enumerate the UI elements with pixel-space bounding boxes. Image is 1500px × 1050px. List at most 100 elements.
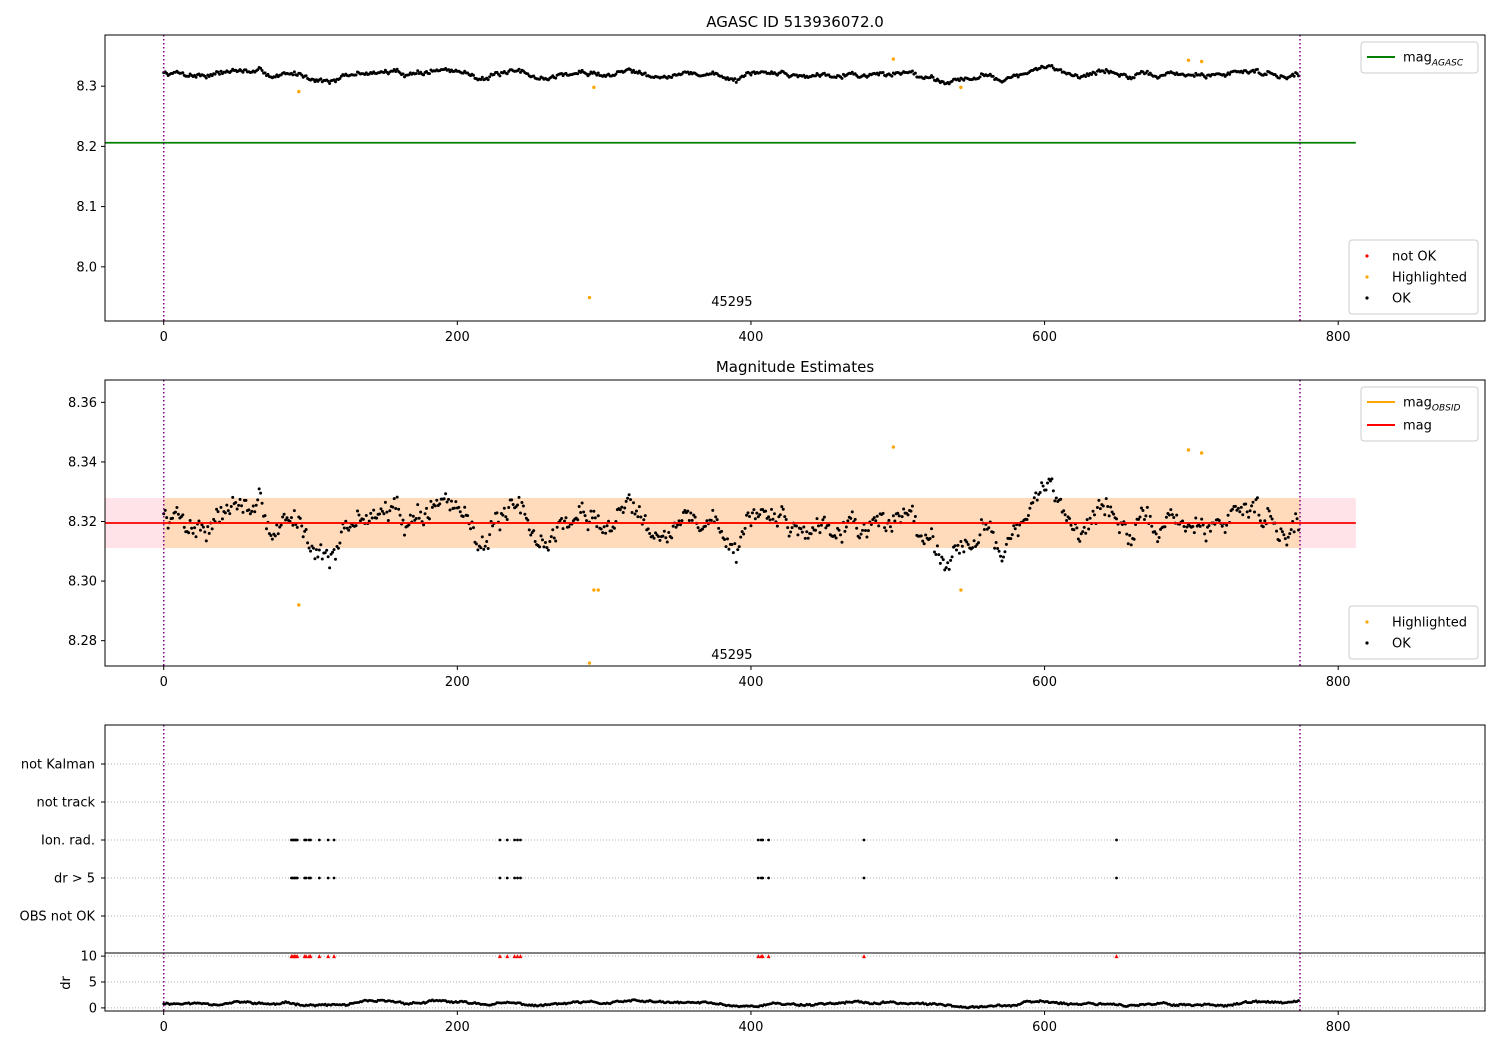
- ok-point: [314, 548, 318, 552]
- ok-point: [1098, 507, 1102, 511]
- ok-point: [307, 546, 311, 550]
- ok-point: [1126, 542, 1130, 546]
- ok-point: [1141, 508, 1145, 512]
- point-legend: [1348, 605, 1479, 660]
- ok-point: [1255, 67, 1259, 71]
- ok-point: [395, 495, 399, 499]
- ok-point: [454, 500, 458, 504]
- ok-point: [678, 523, 682, 527]
- ok-point: [163, 508, 167, 512]
- ok-point: [357, 513, 361, 517]
- ok-point: [1087, 527, 1091, 531]
- ok-point: [480, 75, 484, 79]
- ok-point: [482, 547, 486, 551]
- agasc-panel: AGASC ID 513936072.0 0 200 400 600 800 8.0 8.1…: [76, 13, 1486, 345]
- ok-point: [1072, 528, 1076, 532]
- ok-point: [226, 509, 230, 513]
- ok-point: [281, 515, 285, 519]
- ok-point: [636, 515, 640, 519]
- ok-point: [1062, 509, 1066, 513]
- ok-point: [392, 497, 396, 501]
- ok-point: [447, 497, 451, 501]
- ok-point: [749, 524, 753, 528]
- ok-point: [658, 538, 662, 542]
- flag-point: [756, 838, 760, 842]
- ok-point: [194, 535, 198, 539]
- ok-point: [1068, 517, 1072, 521]
- ok-point: [256, 68, 260, 72]
- ok-point: [928, 536, 932, 540]
- ok-point: [891, 514, 895, 518]
- ok-point: [1025, 517, 1029, 521]
- ok-point: [709, 518, 713, 522]
- ok-point: [1128, 533, 1132, 537]
- ok-point: [846, 519, 850, 523]
- ok-point: [532, 529, 536, 533]
- ok-point: [1013, 527, 1017, 531]
- ok-point: [507, 506, 511, 510]
- ok-point: [429, 499, 433, 503]
- highlighted-point: [1186, 448, 1191, 452]
- ok-point: [300, 524, 304, 528]
- ok-point: [1264, 73, 1268, 77]
- ok-point: [1181, 519, 1185, 523]
- ok-point: [676, 523, 680, 527]
- ok-point: [1085, 518, 1089, 522]
- ok-point: [1239, 505, 1243, 509]
- ok-point: [1032, 496, 1036, 500]
- ok-point: [516, 503, 520, 507]
- ok-point: [546, 548, 550, 552]
- ok-point: [216, 510, 220, 514]
- ok-point: [652, 536, 656, 540]
- ok-point: [595, 73, 599, 77]
- ok-point: [1269, 514, 1273, 518]
- ok-point: [549, 535, 553, 539]
- ok-point: [234, 501, 238, 505]
- ok-point: [463, 505, 467, 509]
- ok-point: [176, 512, 180, 516]
- ok-point: [814, 528, 818, 532]
- ok-point: [551, 528, 555, 532]
- ok-point: [339, 530, 343, 534]
- ok-point: [306, 541, 310, 545]
- ok-point: [427, 72, 431, 76]
- ok-point: [532, 74, 536, 78]
- ok-point: [1106, 504, 1110, 508]
- ok-point: [1142, 517, 1146, 521]
- ok-point: [893, 519, 897, 523]
- ok-point: [555, 525, 559, 529]
- ok-point: [602, 525, 606, 529]
- ok-point: [1004, 542, 1008, 546]
- ok-point: [505, 517, 509, 521]
- ok-point: [301, 535, 305, 539]
- ok-point: [618, 508, 622, 512]
- x-tick-label: 0: [160, 330, 168, 345]
- ok-point: [554, 539, 558, 543]
- x-tick-label: 600: [1032, 330, 1057, 345]
- ok-point: [361, 517, 365, 521]
- ok-point: [627, 493, 631, 497]
- ok-point: [229, 504, 233, 508]
- ok-point: [250, 509, 254, 513]
- ok-point: [1294, 512, 1298, 516]
- ok-point: [198, 528, 202, 532]
- ok-point: [1148, 514, 1152, 518]
- ok-point: [626, 496, 630, 500]
- ok-point: [407, 523, 411, 527]
- ok-point: [800, 530, 804, 534]
- ok-point: [300, 73, 304, 77]
- ok-point: [833, 534, 837, 538]
- ok-point: [931, 535, 935, 539]
- ok-point: [382, 71, 386, 75]
- ok-point: [333, 557, 337, 561]
- flag-point: [304, 876, 308, 880]
- y-tick-label: 8.3: [76, 80, 97, 95]
- ok-point: [560, 517, 564, 521]
- ok-point: [1092, 513, 1096, 517]
- ok-point: [1292, 74, 1296, 78]
- ok-point: [458, 510, 462, 514]
- ok-point: [204, 76, 208, 80]
- ok-point: [1065, 519, 1069, 523]
- ok-point: [427, 517, 431, 521]
